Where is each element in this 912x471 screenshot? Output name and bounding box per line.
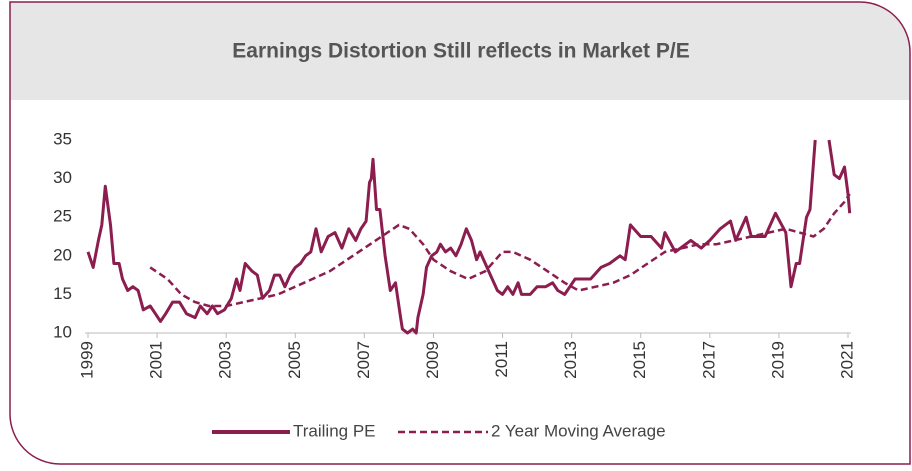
x-tick-label: 2021 bbox=[837, 341, 856, 379]
y-tick-label: 25 bbox=[53, 207, 72, 226]
card-border bbox=[9, 1, 911, 465]
y-tick-label: 30 bbox=[53, 168, 72, 187]
y-tick-label: 10 bbox=[53, 322, 72, 341]
x-tick-label: 2019 bbox=[768, 341, 787, 379]
x-tick-label: 2011 bbox=[492, 341, 511, 378]
title-band bbox=[10, 2, 910, 100]
y-tick-label: 20 bbox=[53, 245, 72, 264]
legend-label: 2 Year Moving Average bbox=[491, 421, 666, 440]
x-tick-label: 2003 bbox=[216, 341, 235, 379]
y-tick-label: 15 bbox=[53, 284, 72, 303]
x-tick-label: 2015 bbox=[630, 341, 649, 379]
series-line bbox=[86, 139, 852, 335]
x-tick-label: 2001 bbox=[147, 341, 166, 379]
y-tick-label: 35 bbox=[53, 129, 72, 148]
legend-label: Trailing PE bbox=[293, 421, 376, 440]
x-tick-label: 2017 bbox=[699, 341, 718, 379]
x-tick-label: 2007 bbox=[354, 341, 373, 379]
series-line bbox=[149, 193, 851, 308]
chart-title: Earnings Distortion Still reflects in Ma… bbox=[232, 40, 689, 63]
x-tick-label: 2013 bbox=[561, 341, 580, 379]
x-tick-label: 2009 bbox=[423, 341, 442, 379]
x-tick-label: 2005 bbox=[285, 341, 304, 379]
x-tick-label: 1999 bbox=[77, 341, 96, 379]
